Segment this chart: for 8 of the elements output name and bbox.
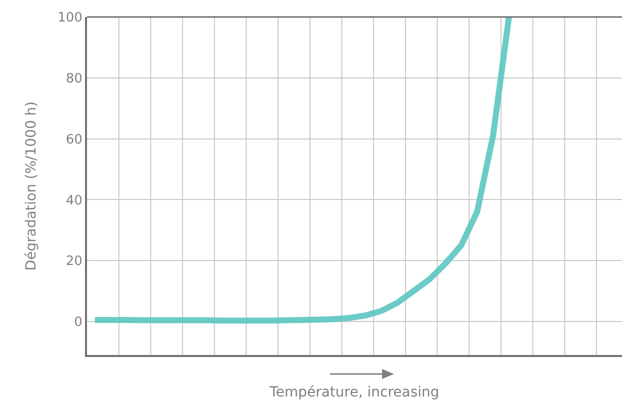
y-tick-label: 100 — [58, 10, 82, 26]
y-tick-label: 20 — [66, 254, 82, 270]
x-axis-title: Température, increasing — [268, 384, 440, 400]
y-tick-label: 60 — [66, 132, 82, 148]
y-tick-label: 80 — [66, 71, 82, 86]
y-tick-label: 0 — [74, 315, 82, 330]
y-axis-title: Dégradation (%/1000 h) — [24, 101, 40, 271]
y-tick-label: 40 — [66, 193, 82, 208]
